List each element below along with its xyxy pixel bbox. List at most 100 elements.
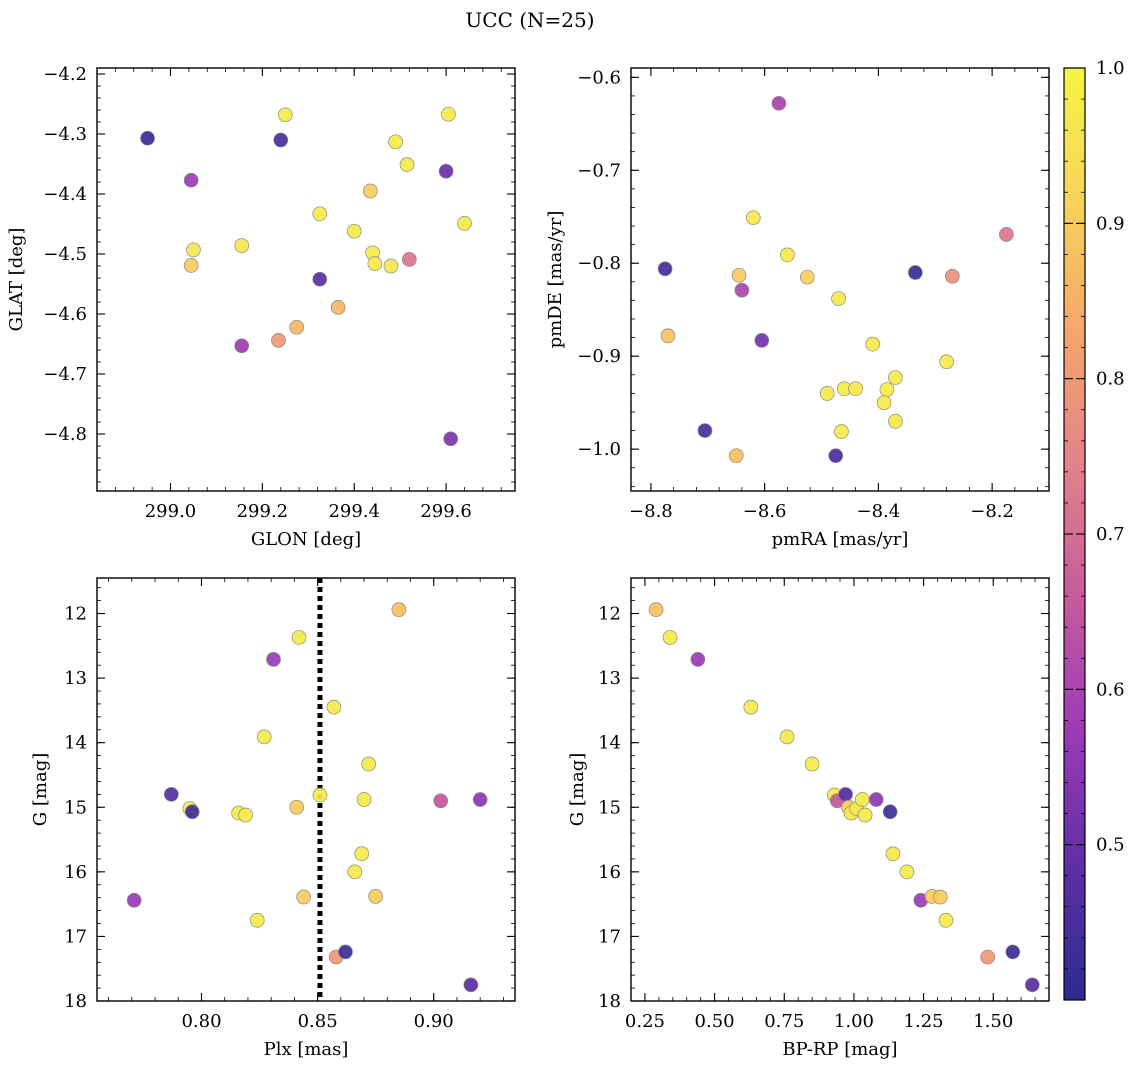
scatter-point bbox=[234, 238, 250, 253]
y-tick-label: 12 bbox=[64, 604, 87, 625]
y-tick-label: −4.7 bbox=[43, 364, 87, 385]
colorbar-tick-label: 0.8 bbox=[1096, 369, 1125, 390]
x-tick-label: 0.80 bbox=[181, 1011, 221, 1032]
x-tick-label: 0.90 bbox=[414, 1011, 454, 1032]
scatter-point bbox=[312, 206, 328, 222]
scatter-point bbox=[828, 448, 844, 464]
x-axis-label: Plx [mas] bbox=[264, 1039, 349, 1060]
y-tick-label: 13 bbox=[598, 668, 621, 689]
scatter-point bbox=[362, 183, 378, 199]
x-tick-label: 299.2 bbox=[237, 501, 289, 522]
scatter-point bbox=[865, 336, 881, 352]
x-tick-label: 0.75 bbox=[764, 1011, 804, 1032]
x-tick-label: 0.50 bbox=[695, 1011, 735, 1032]
x-tick-label: −8.8 bbox=[629, 501, 673, 522]
scatter-point bbox=[743, 699, 759, 715]
scatter-point bbox=[457, 216, 472, 231]
scatter-panel-plx-g: 0.80 0.85 0.90 12 13 14 15 16 17 18 Plx [mas] G [ma… bbox=[30, 577, 516, 1060]
y-tick-label: −4.8 bbox=[43, 424, 87, 445]
scatter-point bbox=[819, 386, 835, 401]
scatter-point bbox=[980, 949, 996, 965]
x-tick-label: 1.25 bbox=[904, 1011, 944, 1032]
y-tick-label: 18 bbox=[64, 991, 87, 1012]
scatter-point bbox=[441, 106, 456, 122]
scatter-point bbox=[346, 223, 362, 239]
scatter-point bbox=[266, 652, 281, 667]
scatter-point bbox=[908, 265, 923, 280]
scatter-point bbox=[834, 424, 849, 439]
y-tick-label: −4.2 bbox=[43, 64, 87, 85]
scatter-point bbox=[944, 268, 960, 284]
x-tick-label: −8.6 bbox=[743, 501, 787, 522]
figure-title: UCC (N=25) bbox=[465, 8, 594, 32]
scatter-point bbox=[831, 291, 846, 306]
minor-ticks bbox=[97, 68, 515, 491]
scatter-point bbox=[780, 247, 795, 263]
scatter-point bbox=[1005, 944, 1021, 960]
scatter-point bbox=[838, 786, 853, 802]
scatter-point bbox=[433, 793, 449, 809]
x-axis-label: BP-RP [mag] bbox=[782, 1039, 897, 1060]
scatter-point bbox=[463, 977, 479, 993]
x-tick-label: 299.4 bbox=[328, 501, 380, 522]
scatter-point bbox=[854, 792, 870, 807]
scatter-point bbox=[662, 630, 678, 645]
x-tick-label: 299.0 bbox=[145, 501, 197, 522]
scatter-point bbox=[754, 333, 770, 348]
minor-ticks bbox=[97, 578, 515, 1002]
colorbar-tick-label: 0.9 bbox=[1096, 213, 1125, 234]
plot-frame bbox=[630, 67, 1050, 492]
x-tick-label: 0.85 bbox=[298, 1011, 338, 1032]
scatter-point bbox=[183, 258, 199, 273]
y-tick-label: −1.0 bbox=[577, 439, 621, 460]
scatter-point bbox=[391, 602, 407, 617]
scatter-point bbox=[438, 163, 454, 179]
scatter-point bbox=[367, 256, 383, 271]
scatter-point bbox=[728, 448, 744, 464]
scatter-point bbox=[186, 242, 201, 258]
scatter-point bbox=[399, 157, 415, 172]
y-tick-label: −0.9 bbox=[577, 346, 621, 367]
scatter-point bbox=[745, 210, 761, 226]
scatter-point bbox=[899, 864, 915, 880]
scatter-point bbox=[273, 132, 289, 148]
scatter-panel-cmd: 0.25 0.50 0.75 1.00 1.25 1.50 12 13 14 15 16 17 18 BP… bbox=[567, 577, 1050, 1060]
scatter-point bbox=[443, 431, 459, 447]
scatter-point bbox=[354, 846, 370, 862]
colorbar-tick-label: 1.0 bbox=[1096, 58, 1125, 79]
scatter-point bbox=[312, 271, 328, 287]
scatter-point bbox=[734, 282, 750, 298]
scatter-point bbox=[879, 382, 895, 398]
scatter-point bbox=[347, 864, 363, 880]
scatter-point bbox=[657, 261, 673, 277]
scatter-point bbox=[882, 804, 898, 820]
y-tick-label: −4.4 bbox=[43, 184, 87, 205]
scatter-point bbox=[888, 413, 903, 429]
scatter-point bbox=[361, 756, 377, 772]
scatter-point bbox=[804, 756, 820, 772]
scatter-points bbox=[657, 95, 1014, 464]
x-tick-label: 1.00 bbox=[834, 1011, 874, 1032]
x-tick-label: −8.4 bbox=[857, 501, 901, 522]
scatter-point bbox=[183, 172, 199, 188]
scatter-points bbox=[126, 602, 488, 993]
y-tick-label: 15 bbox=[598, 797, 621, 818]
scatter-point bbox=[238, 807, 253, 823]
y-tick-label: 15 bbox=[64, 797, 87, 818]
scatter-point bbox=[848, 381, 863, 397]
y-axis-label: GLAT [deg] bbox=[6, 228, 27, 332]
y-axis-label: pmDE [mas/yr] bbox=[545, 211, 566, 349]
scatter-point bbox=[868, 792, 884, 807]
y-tick-label: −4.3 bbox=[43, 124, 87, 145]
scatter-point bbox=[330, 300, 346, 315]
scatter-point bbox=[289, 799, 305, 815]
scatter-point bbox=[326, 699, 342, 715]
scatter-point bbox=[771, 95, 787, 111]
plot-frame bbox=[96, 577, 516, 1002]
y-tick-label: 14 bbox=[598, 733, 621, 754]
scatter-point bbox=[939, 354, 954, 370]
scatter-point bbox=[338, 944, 353, 960]
scatter-point bbox=[938, 912, 954, 928]
scatter-point bbox=[291, 630, 307, 645]
